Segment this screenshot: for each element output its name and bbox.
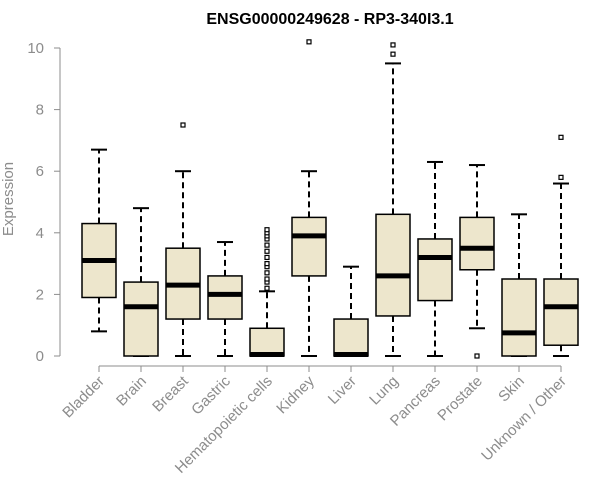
y-tick-label: 6 bbox=[36, 163, 44, 180]
x-tick-label: Bladder bbox=[59, 373, 108, 422]
box-unknown-other bbox=[543, 134, 579, 357]
outlier-point bbox=[264, 270, 270, 276]
outlier-point bbox=[264, 227, 270, 233]
box-lung bbox=[375, 42, 411, 357]
outlier-point bbox=[390, 51, 396, 57]
iqr-box bbox=[417, 238, 453, 302]
iqr-box bbox=[207, 275, 243, 320]
outlier-point bbox=[306, 39, 312, 45]
x-tick-label: Brain bbox=[113, 373, 150, 410]
box-prostate bbox=[459, 164, 495, 359]
box-liver bbox=[333, 265, 369, 357]
iqr-box bbox=[375, 213, 411, 317]
box-brain bbox=[123, 207, 159, 357]
outlier-point bbox=[558, 174, 564, 180]
y-axis-label: Expression bbox=[0, 162, 17, 236]
outlier-point bbox=[264, 261, 270, 267]
x-tick-label: Lung bbox=[366, 373, 402, 409]
x-tick-label: Liver bbox=[325, 373, 360, 408]
chart-title: ENSG00000249628 - RP3-340I3.1 bbox=[206, 11, 453, 28]
box-pancreas bbox=[417, 160, 453, 357]
outlier-point bbox=[264, 276, 270, 282]
iqr-box bbox=[501, 278, 537, 357]
outlier-point bbox=[390, 42, 396, 48]
iqr-box bbox=[333, 318, 369, 357]
outlier-point bbox=[474, 353, 480, 359]
y-tick-label: 0 bbox=[36, 348, 44, 365]
outlier-point bbox=[264, 254, 270, 261]
x-tick-label: Breast bbox=[149, 372, 192, 415]
x-tick-label: Kidney bbox=[273, 372, 318, 417]
box-gastric bbox=[207, 241, 243, 357]
outlier-point bbox=[558, 134, 564, 140]
outlier-point bbox=[180, 122, 186, 128]
box-kidney bbox=[291, 39, 327, 357]
outlier-point bbox=[264, 242, 270, 248]
box-skin bbox=[501, 213, 537, 357]
y-tick-label: 4 bbox=[36, 225, 44, 242]
iqr-box bbox=[543, 278, 579, 346]
iqr-box bbox=[291, 216, 327, 277]
iqr-box bbox=[459, 216, 495, 271]
box-bladder bbox=[81, 148, 117, 333]
y-axis: 0 2 4 6 8 10 bbox=[27, 40, 61, 365]
iqr-box bbox=[249, 327, 285, 357]
y-tick-label: 8 bbox=[36, 102, 44, 119]
boxes bbox=[81, 39, 579, 359]
box-hematopoietic-cells bbox=[249, 227, 285, 357]
x-tick-label: Prostate bbox=[434, 373, 486, 425]
iqr-box bbox=[123, 281, 159, 357]
box-breast bbox=[165, 122, 201, 357]
y-tick-label: 10 bbox=[27, 40, 44, 57]
outlier-point bbox=[264, 285, 270, 291]
outlier-point bbox=[264, 248, 270, 254]
y-tick-label: 2 bbox=[36, 286, 44, 303]
x-tick-label: Skin bbox=[495, 373, 528, 406]
